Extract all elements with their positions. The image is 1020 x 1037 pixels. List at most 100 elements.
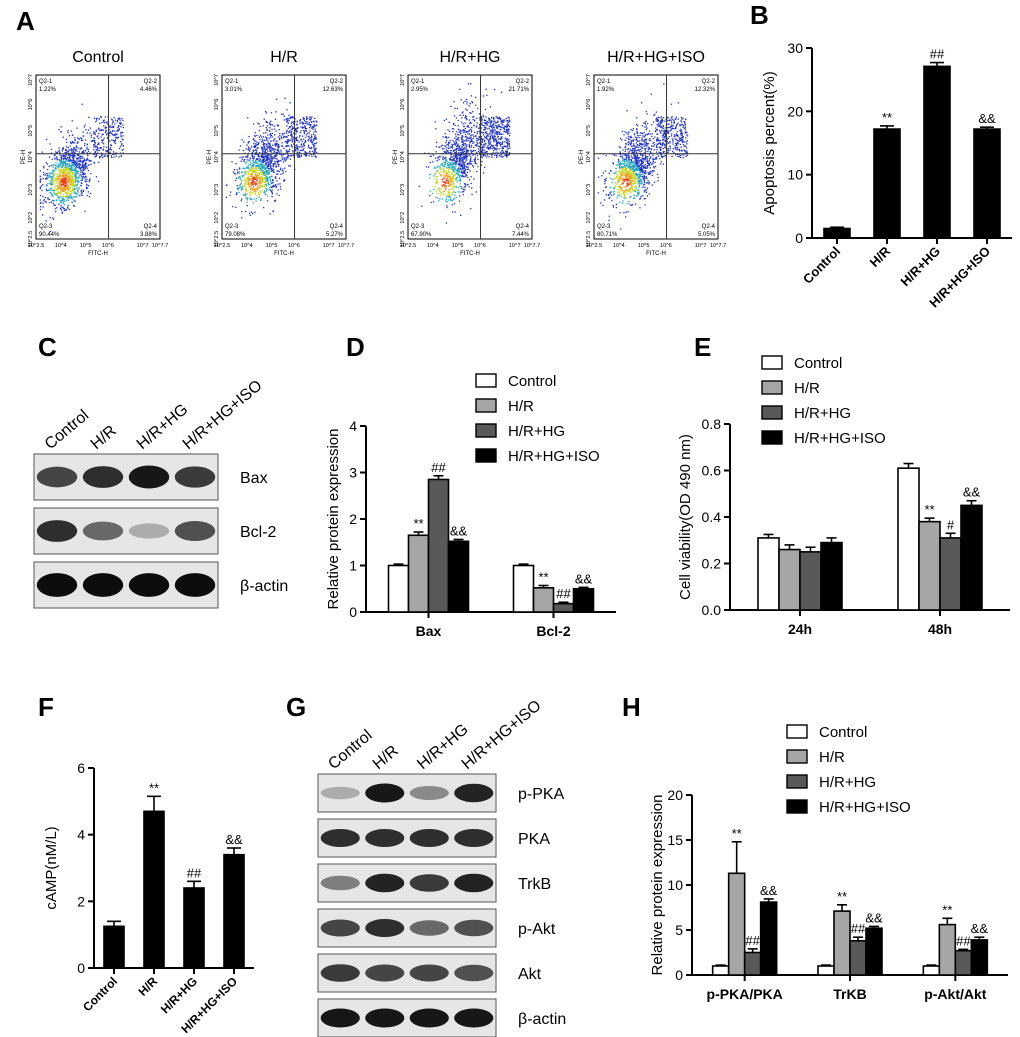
cell-dot: [456, 147, 458, 150]
cell-dot: [266, 179, 268, 182]
cell-dot: [638, 194, 640, 196]
cell-dot: [446, 140, 448, 142]
cell-dot: [480, 151, 482, 153]
cell-dot: [461, 165, 464, 167]
cell-dot: [255, 188, 258, 190]
cell-dot: [100, 116, 102, 118]
cell-dot: [51, 172, 53, 174]
cell-dot: [60, 168, 62, 170]
cell-dot: [451, 167, 453, 170]
cell-dot: [465, 145, 467, 147]
panel-letter-h: H: [622, 692, 641, 722]
cell-dot: [74, 167, 76, 169]
cell-dot: [307, 132, 309, 135]
cell-dot: [439, 198, 441, 200]
cell-dot: [640, 163, 642, 166]
cell-dot: [270, 112, 273, 114]
cell-dot: [65, 188, 68, 190]
cell-dot: [257, 153, 259, 155]
cell-dot: [254, 177, 256, 179]
cell-dot: [452, 199, 455, 201]
cell-dot: [451, 191, 454, 193]
cell-dot: [116, 119, 119, 122]
cell-dot: [66, 163, 68, 165]
cell-dot: [291, 145, 293, 147]
cell-dot: [653, 145, 655, 147]
cell-dot: [621, 169, 624, 172]
cell-dot: [459, 175, 461, 177]
cell-dot: [252, 176, 254, 178]
cell-dot: [66, 156, 69, 159]
cell-dot: [275, 165, 278, 168]
cell-dot: [496, 142, 498, 144]
cell-dot: [66, 164, 69, 166]
cell-dot: [244, 178, 246, 180]
cell-dot: [259, 172, 261, 174]
cell-dot: [78, 160, 80, 163]
cell-dot: [469, 112, 471, 114]
cell-dot: [72, 187, 74, 190]
cell-dot: [644, 148, 646, 150]
cell-dot: [265, 187, 267, 190]
x-tick-label: 10^6: [102, 243, 114, 249]
cell-dot: [449, 176, 451, 179]
cell-dot: [499, 137, 501, 140]
cell-dot: [269, 186, 271, 189]
cell-dot: [275, 151, 278, 154]
cell-dot: [271, 175, 273, 177]
cell-dot: [453, 167, 455, 170]
cell-dot: [246, 172, 248, 174]
cell-dot: [54, 158, 56, 160]
cell-dot: [56, 157, 58, 159]
cell-dot: [112, 120, 114, 122]
cell-dot: [496, 127, 498, 129]
cell-dot: [481, 149, 483, 151]
cell-dot: [72, 198, 74, 200]
cell-dot: [239, 176, 242, 178]
cell-dot: [72, 182, 74, 184]
cell-dot: [496, 125, 498, 127]
cell-dot: [445, 149, 447, 151]
cell-dot: [253, 156, 255, 158]
cell-dot: [67, 175, 69, 177]
quadrant-value: 5.27%: [326, 232, 344, 238]
cell-dot: [260, 155, 262, 157]
cell-dot: [64, 169, 67, 172]
cell-dot: [622, 182, 624, 184]
cell-dot: [260, 191, 262, 194]
cell-dot: [472, 116, 474, 118]
cell-dot: [66, 173, 68, 175]
cell-dot: [118, 129, 120, 131]
cell-dot: [457, 154, 459, 156]
cell-dot: [643, 167, 645, 169]
cell-dot: [308, 121, 310, 124]
cell-dot: [455, 148, 457, 150]
cell-dot: [62, 182, 64, 185]
cell-dot: [616, 177, 618, 179]
cell-dot: [63, 184, 65, 187]
cell-dot: [63, 186, 65, 188]
cell-dot: [454, 124, 456, 127]
cell-dot: [444, 163, 446, 165]
cell-dot: [70, 160, 72, 162]
cell-dot: [97, 180, 100, 183]
cell-dot: [62, 207, 64, 209]
cell-dot: [494, 152, 497, 154]
cell-dot: [250, 187, 252, 189]
cell-dot: [468, 130, 470, 132]
cell-dot: [429, 161, 431, 164]
cell-dot: [429, 155, 431, 157]
cell-dot: [452, 163, 455, 165]
cell-dot: [236, 169, 238, 171]
cell-dot: [61, 160, 63, 163]
cell-dot: [73, 148, 76, 151]
cell-dot: [497, 120, 499, 122]
cell-dot: [472, 142, 474, 144]
cell-dot: [275, 155, 278, 157]
cell-dot: [493, 116, 495, 119]
cell-dot: [270, 146, 272, 149]
cell-dot: [494, 88, 496, 91]
cell-dot: [114, 123, 116, 125]
cell-dot: [241, 187, 244, 189]
cell-dot: [257, 176, 259, 178]
